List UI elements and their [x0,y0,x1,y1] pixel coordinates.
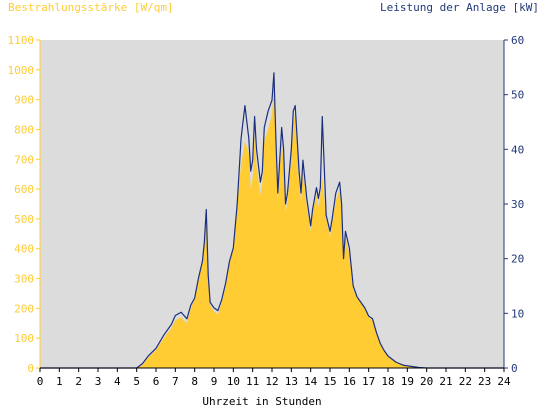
x-tick-label: 6 [153,375,160,388]
x-tick-label: 10 [227,375,240,388]
left-tick-label: 600 [14,183,34,196]
left-tick-label: 400 [14,243,34,256]
x-tick-label: 17 [362,375,375,388]
x-tick-label: 3 [95,375,102,388]
x-tick-label: 12 [265,375,278,388]
right-axis-ticks: 0 10 20 30 40 50 60 [504,34,524,375]
x-tick-label: 4 [114,375,121,388]
x-tick-label: 15 [323,375,336,388]
x-tick-label: 0 [37,375,44,388]
right-axis-title: Leistung der Anlage [kW] [380,1,539,14]
right-tick-label: 10 [511,307,524,320]
x-tick-label: 11 [246,375,259,388]
left-axis-ticks: 0 100 200 300 400 500 600 700 800 900 1000 1100 [8,34,40,375]
x-tick-label: 21 [439,375,452,388]
left-tick-label: 800 [14,123,34,136]
x-axis-title: Uhrzeit in Stunden [202,395,321,408]
right-tick-label: 30 [511,198,524,211]
x-tick-label: 22 [459,375,472,388]
right-tick-label: 0 [511,362,518,375]
left-tick-label: 300 [14,273,34,286]
series-layer [40,72,504,369]
x-tick-label: 5 [133,375,140,388]
x-tick-label: 20 [420,375,433,388]
x-tick-label: 13 [285,375,298,388]
right-tick-label: 20 [511,253,524,266]
x-tick-label: 7 [172,375,179,388]
x-tick-label: 8 [191,375,198,388]
x-tick-label: 16 [343,375,356,388]
x-tick-label: 14 [304,375,318,388]
right-tick-label: 50 [511,89,524,102]
left-tick-label: 700 [14,153,34,166]
x-tick-label: 23 [478,375,491,388]
left-tick-label: 0 [27,362,34,375]
x-axis-ticks: 0 1 2 3 4 5 6 7 8 9 10 11 12 13 14 15 16 17 18 19 20 21 22 23 24 [37,368,511,388]
left-tick-label: 500 [14,213,34,226]
irradiance-area-series [40,87,504,369]
right-tick-label: 40 [511,143,524,156]
left-tick-label: 1100 [8,34,35,47]
left-tick-label: 900 [14,94,34,107]
left-tick-label: 100 [14,332,34,345]
left-tick-label: 200 [14,302,34,315]
left-tick-label: 1000 [8,64,35,77]
x-tick-label: 18 [381,375,394,388]
right-tick-label: 60 [511,34,524,47]
x-tick-label: 9 [211,375,218,388]
x-tick-label: 19 [401,375,414,388]
x-tick-label: 24 [497,375,511,388]
left-axis-title: Bestrahlungsstärke [W/qm] [8,1,174,14]
power-line-series [40,72,504,369]
x-tick-label: 1 [56,375,63,388]
x-tick-label: 2 [75,375,82,388]
